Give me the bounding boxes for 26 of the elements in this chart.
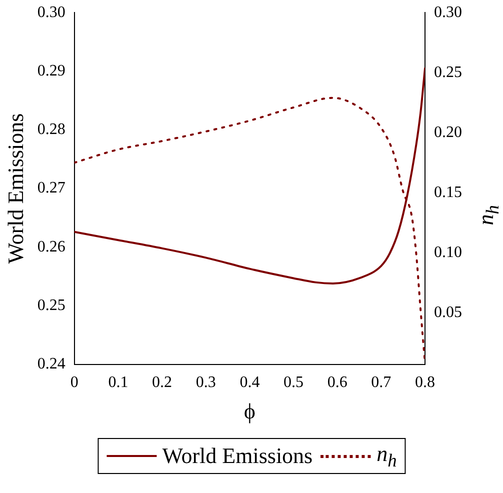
legend-label: World Emissions (162, 443, 313, 470)
y-tick-label: 0.27 (37, 180, 66, 197)
x-tick-label: 0.3 (196, 374, 216, 392)
y2-tick-label: 0.15 (434, 184, 462, 201)
y-tick-label: 0.26 (37, 238, 66, 256)
x-tick-label: 0.4 (240, 374, 260, 392)
y-tick-label: 0.30 (37, 4, 66, 21)
y2-tick-label: 0.30 (434, 4, 462, 21)
x-tick-label: 0.7 (371, 374, 392, 392)
y2-tick-label: 0.20 (434, 124, 462, 141)
y-tick-label: 0.29 (37, 62, 66, 80)
y2-tick-label: 0.25 (434, 64, 462, 81)
x-tick-label: 0.8 (415, 374, 435, 392)
y2-tick-label: 0.05 (434, 304, 462, 321)
x-tick-label: 0.1 (108, 374, 128, 392)
y-tick-label: 0.25 (37, 296, 66, 314)
x-tick-label: 0 (70, 374, 78, 392)
legend-label: n$_{h}$ (376, 441, 397, 472)
y2-tick-label: 0.10 (434, 244, 462, 261)
y-axis-title: World Emissions (2, 113, 28, 264)
x-tick-label: 0.6 (327, 374, 348, 392)
x-axis-title: ϕ (244, 398, 256, 424)
y-tick-label: 0.24 (37, 356, 66, 373)
y-tick-label: 0.28 (37, 121, 66, 138)
x-tick-label: 0.2 (152, 374, 172, 392)
x-tick-label: 0.5 (284, 374, 304, 392)
